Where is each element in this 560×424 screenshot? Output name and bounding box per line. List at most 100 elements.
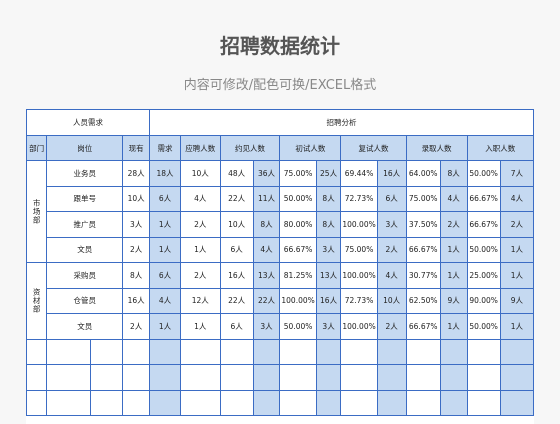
second-round-count-cell[interactable]: 72.73%	[340, 185, 378, 212]
empty-cell[interactable]	[405, 364, 441, 391]
second-round-rate-cell[interactable]: 10人	[376, 287, 407, 314]
interviewed-count-cell[interactable]: 22人	[219, 287, 254, 314]
empty-cell[interactable]	[439, 364, 468, 391]
position-cell[interactable]: 业务员	[46, 160, 124, 187]
empty-cell[interactable]	[148, 364, 181, 391]
header-applicants[interactable]: 应聘人数	[179, 135, 221, 161]
onboarded-rate-cell[interactable]: 1人	[499, 313, 534, 340]
empty-cell[interactable]	[46, 389, 92, 416]
second-round-rate-cell[interactable]: 2人	[376, 313, 407, 340]
empty-cell[interactable]	[439, 338, 468, 365]
demand-cell[interactable]: 4人	[148, 287, 181, 314]
empty-cell[interactable]	[340, 389, 378, 416]
current-cell[interactable]: 8人	[122, 262, 150, 289]
onboarded-rate-cell[interactable]: 7人	[499, 160, 534, 187]
second-round-rate-cell[interactable]: 2人	[376, 236, 407, 263]
empty-cell[interactable]	[26, 338, 48, 365]
position-cell[interactable]: 跟单号	[46, 185, 124, 212]
header-hired[interactable]: 录取人数	[405, 135, 468, 161]
first-round-count-cell[interactable]: 81.25%	[279, 262, 317, 289]
onboarded-count-cell[interactable]: 66.67%	[466, 211, 501, 238]
empty-cell[interactable]	[122, 338, 150, 365]
second-round-count-cell[interactable]: 72.73%	[340, 287, 378, 314]
second-round-count-cell[interactable]: 75.00%	[340, 236, 378, 263]
applicants-cell[interactable]: 10人	[179, 160, 221, 187]
first-round-rate-cell[interactable]: 25人	[315, 160, 342, 187]
onboarded-rate-cell[interactable]: 1人	[499, 262, 534, 289]
first-round-rate-cell[interactable]: 3人	[315, 236, 342, 263]
applicants-cell[interactable]: 1人	[179, 236, 221, 263]
interviewed-count-cell[interactable]: 10人	[219, 211, 254, 238]
dept-cell[interactable]: 资材部	[26, 262, 48, 340]
empty-cell[interactable]	[90, 364, 124, 391]
demand-cell[interactable]: 6人	[148, 185, 181, 212]
interviewed-rate-cell[interactable]: 11人	[252, 185, 281, 212]
first-round-count-cell[interactable]: 80.00%	[279, 211, 317, 238]
position-cell[interactable]: 文员	[46, 313, 124, 340]
header-dept[interactable]: 部门	[26, 135, 48, 161]
interviewed-rate-cell[interactable]: 22人	[252, 287, 281, 314]
empty-cell[interactable]	[439, 389, 468, 416]
empty-cell[interactable]	[315, 389, 342, 416]
empty-cell[interactable]	[376, 364, 407, 391]
hired-rate-cell[interactable]: 1人	[439, 313, 468, 340]
current-cell[interactable]: 28人	[122, 160, 150, 187]
onboarded-count-cell[interactable]: 50.00%	[466, 313, 501, 340]
dept-cell[interactable]: 市场部	[26, 160, 48, 263]
interviewed-count-cell[interactable]: 6人	[219, 236, 254, 263]
header-first-round[interactable]: 初试人数	[279, 135, 342, 161]
hired-count-cell[interactable]: 66.67%	[405, 236, 441, 263]
first-round-rate-cell[interactable]: 16人	[315, 287, 342, 314]
interviewed-rate-cell[interactable]: 4人	[252, 236, 281, 263]
header-second-round[interactable]: 复试人数	[340, 135, 407, 161]
applicants-cell[interactable]: 4人	[179, 185, 221, 212]
empty-cell[interactable]	[405, 389, 441, 416]
empty-cell[interactable]	[148, 389, 181, 416]
empty-cell[interactable]	[46, 338, 92, 365]
second-round-count-cell[interactable]: 100.00%	[340, 262, 378, 289]
empty-cell[interactable]	[340, 364, 378, 391]
second-round-count-cell[interactable]: 69.44%	[340, 160, 378, 187]
second-round-rate-cell[interactable]: 6人	[376, 185, 407, 212]
first-round-rate-cell[interactable]: 8人	[315, 211, 342, 238]
position-cell[interactable]: 仓管员	[46, 287, 124, 314]
interviewed-count-cell[interactable]: 6人	[219, 313, 254, 340]
header-position[interactable]: 岗位	[46, 135, 124, 161]
first-round-count-cell[interactable]: 75.00%	[279, 160, 317, 187]
empty-cell[interactable]	[405, 338, 441, 365]
empty-cell[interactable]	[252, 364, 281, 391]
empty-cell[interactable]	[466, 338, 501, 365]
header-interviewed[interactable]: 约见人数	[219, 135, 281, 161]
applicants-cell[interactable]: 12人	[179, 287, 221, 314]
second-round-rate-cell[interactable]: 16人	[376, 160, 407, 187]
empty-cell[interactable]	[148, 338, 181, 365]
applicants-cell[interactable]: 1人	[179, 313, 221, 340]
position-cell[interactable]: 推广员	[46, 211, 124, 238]
first-round-count-cell[interactable]: 100.00%	[279, 287, 317, 314]
second-round-rate-cell[interactable]: 3人	[376, 211, 407, 238]
empty-cell[interactable]	[499, 389, 534, 416]
demand-cell[interactable]: 6人	[148, 262, 181, 289]
current-cell[interactable]: 10人	[122, 185, 150, 212]
interviewed-rate-cell[interactable]: 36人	[252, 160, 281, 187]
interviewed-count-cell[interactable]: 22人	[219, 185, 254, 212]
hired-rate-cell[interactable]: 4人	[439, 185, 468, 212]
onboarded-rate-cell[interactable]: 1人	[499, 236, 534, 263]
empty-cell[interactable]	[122, 364, 150, 391]
empty-cell[interactable]	[279, 338, 317, 365]
interviewed-rate-cell[interactable]: 13人	[252, 262, 281, 289]
empty-cell[interactable]	[46, 364, 92, 391]
onboarded-rate-cell[interactable]: 9人	[499, 287, 534, 314]
first-round-rate-cell[interactable]: 8人	[315, 185, 342, 212]
first-round-rate-cell[interactable]: 13人	[315, 262, 342, 289]
empty-cell[interactable]	[219, 389, 254, 416]
empty-cell[interactable]	[122, 389, 150, 416]
hired-rate-cell[interactable]: 9人	[439, 287, 468, 314]
hired-rate-cell[interactable]: 1人	[439, 236, 468, 263]
empty-cell[interactable]	[26, 389, 48, 416]
empty-cell[interactable]	[90, 389, 124, 416]
hired-rate-cell[interactable]: 2人	[439, 211, 468, 238]
position-cell[interactable]: 文员	[46, 236, 124, 263]
empty-cell[interactable]	[219, 364, 254, 391]
interviewed-rate-cell[interactable]: 3人	[252, 313, 281, 340]
